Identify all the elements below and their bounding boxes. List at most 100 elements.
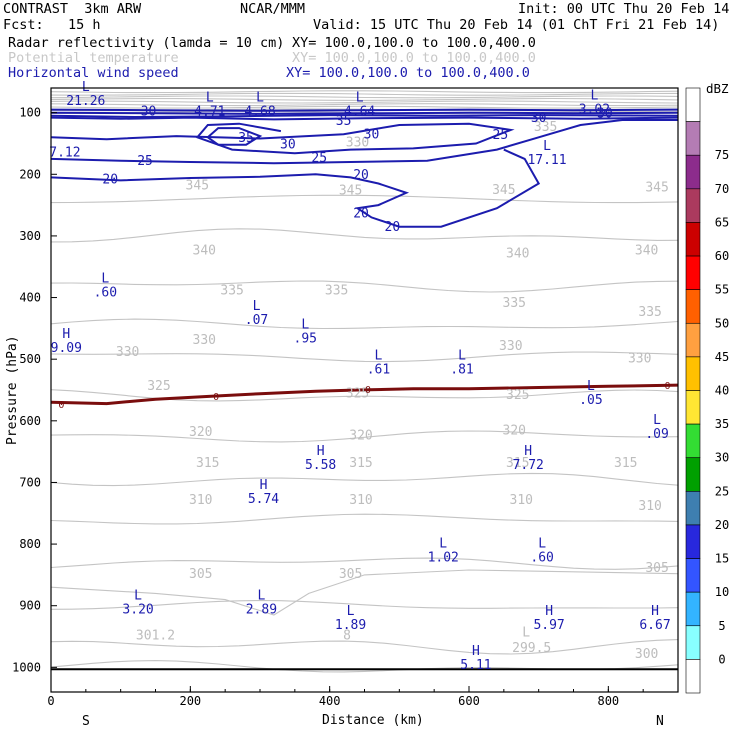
theta-label: 325 <box>506 388 529 403</box>
extremum-marker: H <box>545 604 553 619</box>
colorbar-level-label: 25 <box>715 484 729 498</box>
extremum-value: .60 <box>530 550 553 565</box>
theta-contour <box>50 280 679 293</box>
wind-label: 20 <box>353 168 369 183</box>
extremum-marker: L <box>134 589 142 604</box>
theta-label: 345 <box>186 179 209 194</box>
theta-label: 345 <box>492 183 515 198</box>
theta-label: 310 <box>189 493 212 508</box>
colorbar-swatch <box>685 457 701 492</box>
x-axis-right-end: N <box>656 714 664 729</box>
wind-contour <box>50 119 678 165</box>
y-tick-label: 800 <box>19 537 41 551</box>
theta-contour <box>50 92 679 96</box>
wind-label: 35 <box>238 131 254 146</box>
wind-label: 30 <box>280 137 296 152</box>
extremum-value: 4.64 <box>344 105 375 120</box>
colorbar-swatch <box>685 188 701 223</box>
y-tick-label: 900 <box>19 599 41 613</box>
wind-label: 30 <box>597 107 613 122</box>
theta-contour <box>50 557 679 570</box>
theta-label: 330 <box>628 351 651 366</box>
theta-label: 301.2 <box>136 629 175 644</box>
y-tick-label: 400 <box>19 291 41 305</box>
theta-contour <box>50 513 679 525</box>
theta-label: 300 <box>635 647 658 662</box>
theta-label: 340 <box>506 246 529 261</box>
theta-label: 335 <box>638 305 661 320</box>
colorbar-swatch <box>685 625 701 660</box>
extremum-marker: H <box>651 604 659 619</box>
extremum-value: 7.72 <box>513 458 544 473</box>
y-tick-label: 200 <box>19 167 41 181</box>
extremum-value: .09 <box>645 427 668 442</box>
theta-label: 310 <box>349 493 372 508</box>
theta-contour <box>50 351 679 363</box>
extremum-value: 7.12 <box>49 145 80 160</box>
theta-label: 325 <box>147 379 170 394</box>
theta-label: 310 <box>638 499 661 514</box>
theta-label: 305 <box>339 567 362 582</box>
theta-label: 299.5 <box>512 641 551 656</box>
colorbar-swatch <box>685 558 701 593</box>
zero-isotherm-label: 0 <box>365 385 371 396</box>
x-tick-label: 800 <box>597 694 619 708</box>
x-tick-label: 0 <box>47 694 54 708</box>
extremum-marker: L <box>301 318 309 333</box>
zero-isotherm-line <box>50 383 679 406</box>
zero-isotherm-label: 0 <box>58 400 64 411</box>
colorbar-level-label: 50 <box>715 316 729 330</box>
field-xy-wind: XY= 100.0,100.0 to 100.0,400.0 <box>286 65 530 81</box>
theta-label: 330 <box>116 345 139 360</box>
colorbar-level-label: 75 <box>715 148 729 162</box>
extremum-marker: L <box>458 348 466 363</box>
colorbar-level-label: 40 <box>715 384 729 398</box>
valid-time: Valid: 15 UTC Thu 20 Feb 14 (01 ChT Fri … <box>313 17 720 33</box>
extremum-marker: H <box>62 327 70 342</box>
zero-isotherm-label: 0 <box>665 381 671 392</box>
theta-label: 320 <box>503 423 526 438</box>
extremum-value: .07 <box>245 313 268 328</box>
extremum-value: 17.11 <box>527 153 566 168</box>
colorbar-swatch <box>685 390 701 425</box>
theta-contour <box>50 105 679 109</box>
wind-contour <box>50 122 515 155</box>
colorbar: 0 5 10 15 20 25 30 35 40 45 50 55 60 65 70 75 <box>685 87 729 694</box>
theta-label: 8 <box>343 629 351 644</box>
theta-label: 335 <box>220 283 243 298</box>
field-name-wind: Horizontal wind speed <box>8 65 179 81</box>
y-tick-label: 700 <box>19 475 41 489</box>
theta-contour <box>50 194 679 204</box>
colorbar-level-label: 0 <box>718 652 725 666</box>
wind-contour <box>50 116 679 121</box>
extremum-value: 9.09 <box>51 341 82 356</box>
theta-label: 325 <box>346 386 369 401</box>
theta-contour <box>50 228 679 243</box>
y-tick-label: 600 <box>19 414 41 428</box>
x-tick-label: 600 <box>458 694 480 708</box>
extremum-value: 3.02 <box>579 102 610 117</box>
extremum-value: 2.89 <box>246 603 277 618</box>
extremum-value: 1.89 <box>335 618 366 633</box>
x-axis-left-end: S <box>82 714 90 729</box>
colorbar-level-label: 5 <box>718 619 725 633</box>
theta-contour <box>50 103 679 107</box>
extremum-marker: L <box>538 536 546 551</box>
extremum-marker: L <box>543 139 551 154</box>
extremum-value: .60 <box>94 285 117 300</box>
x-tick-label: 200 <box>179 694 201 708</box>
field-xy-theta: XY= 100.0,100.0 to 100.0,400.0 <box>292 50 536 66</box>
extremum-marker: L <box>101 271 109 286</box>
theta-contour <box>50 100 679 104</box>
extremum-marker: H <box>317 444 325 459</box>
extremum-value: 5.97 <box>533 618 564 633</box>
wind-label: 35 <box>336 114 352 129</box>
colorbar-level-label: 20 <box>715 518 729 532</box>
theta-label: 305 <box>189 567 212 582</box>
extremum-marker: H <box>472 644 480 659</box>
x-axis-label: Distance (km) <box>322 713 424 728</box>
extremum-marker: L <box>256 91 264 106</box>
zero-isotherm <box>50 383 679 406</box>
extremum-marker: L <box>206 91 214 106</box>
theta-label: 330 <box>499 339 522 354</box>
